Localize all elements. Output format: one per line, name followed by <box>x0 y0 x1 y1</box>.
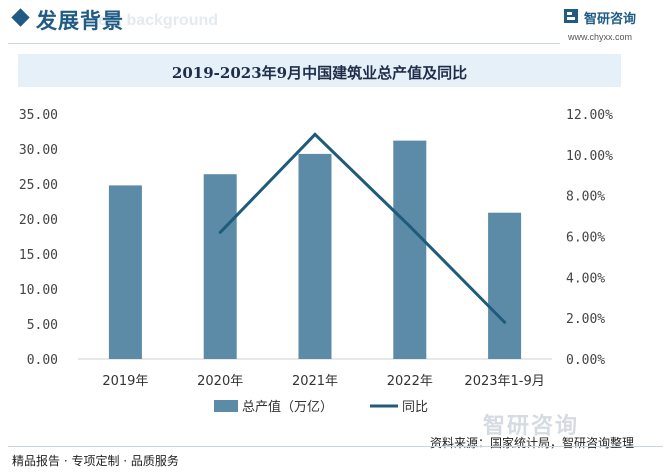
y-right-tick-label: 4.00% <box>566 271 605 286</box>
footer-slogan: 精品报告 · 专项定制 · 品质服务 <box>12 454 179 468</box>
legend-bar-label: 总产值（万亿） <box>242 399 333 415</box>
y-right-tick-label: 6.00% <box>566 231 605 246</box>
yoy-point <box>218 230 222 234</box>
legend: 总产值（万亿） 同比 <box>214 399 428 415</box>
bar <box>298 153 332 359</box>
section-title: 发展背景 <box>36 9 124 33</box>
chart-title-bar: 2019-2023年9月中国建筑业总产值及同比 <box>18 54 621 87</box>
bar <box>203 174 237 359</box>
y-axis-left: 0.00 5.00 10.00 15.00 20.00 25.00 30.00 35.00 <box>19 108 58 368</box>
line-series <box>218 132 507 324</box>
header-divider <box>8 43 560 44</box>
y-left-tick-label: 30.00 <box>19 143 58 158</box>
brand-name: 智研咨询 <box>584 12 637 27</box>
watermark-brand: 智研咨询 <box>483 414 580 439</box>
bar-series <box>108 140 522 359</box>
x-tick-label: 2023年1-9月 <box>464 374 544 389</box>
y-left-tick-label: 0.00 <box>27 353 58 368</box>
y-left-tick-label: 20.00 <box>19 213 58 228</box>
x-tick-label: 2022年 <box>387 374 433 389</box>
bar <box>393 140 427 359</box>
y-right-tick-label: 2.00% <box>566 312 605 327</box>
y-axis-right: 0.00% 2.00% 4.00% 6.00% 8.00% 10.00% 12.00% <box>566 108 613 368</box>
x-tick-label: 2021年 <box>292 374 338 389</box>
brand-logo-icon <box>564 9 578 23</box>
yoy-point <box>503 320 507 324</box>
footer-divider <box>8 446 663 447</box>
y-right-tick-label: 10.00% <box>566 149 613 164</box>
y-left-tick-label: 35.00 <box>19 108 58 123</box>
source-note: 资料来源：国家统计局，智研咨询整理 <box>430 436 635 450</box>
yoy-point <box>313 132 317 136</box>
y-right-tick-label: 0.00% <box>566 353 605 368</box>
section-header: ent background 发展背景 智研咨询 www.chyxx.com <box>0 0 671 44</box>
x-tick-label: 2020年 <box>197 374 243 389</box>
y-left-tick-label: 10.00 <box>19 283 58 298</box>
section-subtitle: ent background <box>98 12 219 29</box>
y-left-tick-label: 5.00 <box>27 318 58 333</box>
legend-line-label: 同比 <box>402 400 428 415</box>
chart-title: 2019-2023年9月中国建筑业总产值及同比 <box>171 64 468 82</box>
y-right-tick-label: 12.00% <box>566 108 613 123</box>
y-left-tick-label: 25.00 <box>19 178 58 193</box>
bar <box>108 185 142 359</box>
y-right-tick-label: 8.00% <box>566 190 605 205</box>
x-axis-labels: 2019年 2020年 2021年 2022年 2023年1-9月 <box>102 374 544 389</box>
x-tick-label: 2019年 <box>102 374 148 389</box>
brand-url: www.chyxx.com <box>568 32 633 42</box>
y-left-tick-label: 15.00 <box>19 248 58 263</box>
legend-bar-swatch <box>214 400 238 412</box>
yoy-point <box>408 224 412 228</box>
bar <box>488 212 522 359</box>
yoy-line <box>219 132 506 324</box>
